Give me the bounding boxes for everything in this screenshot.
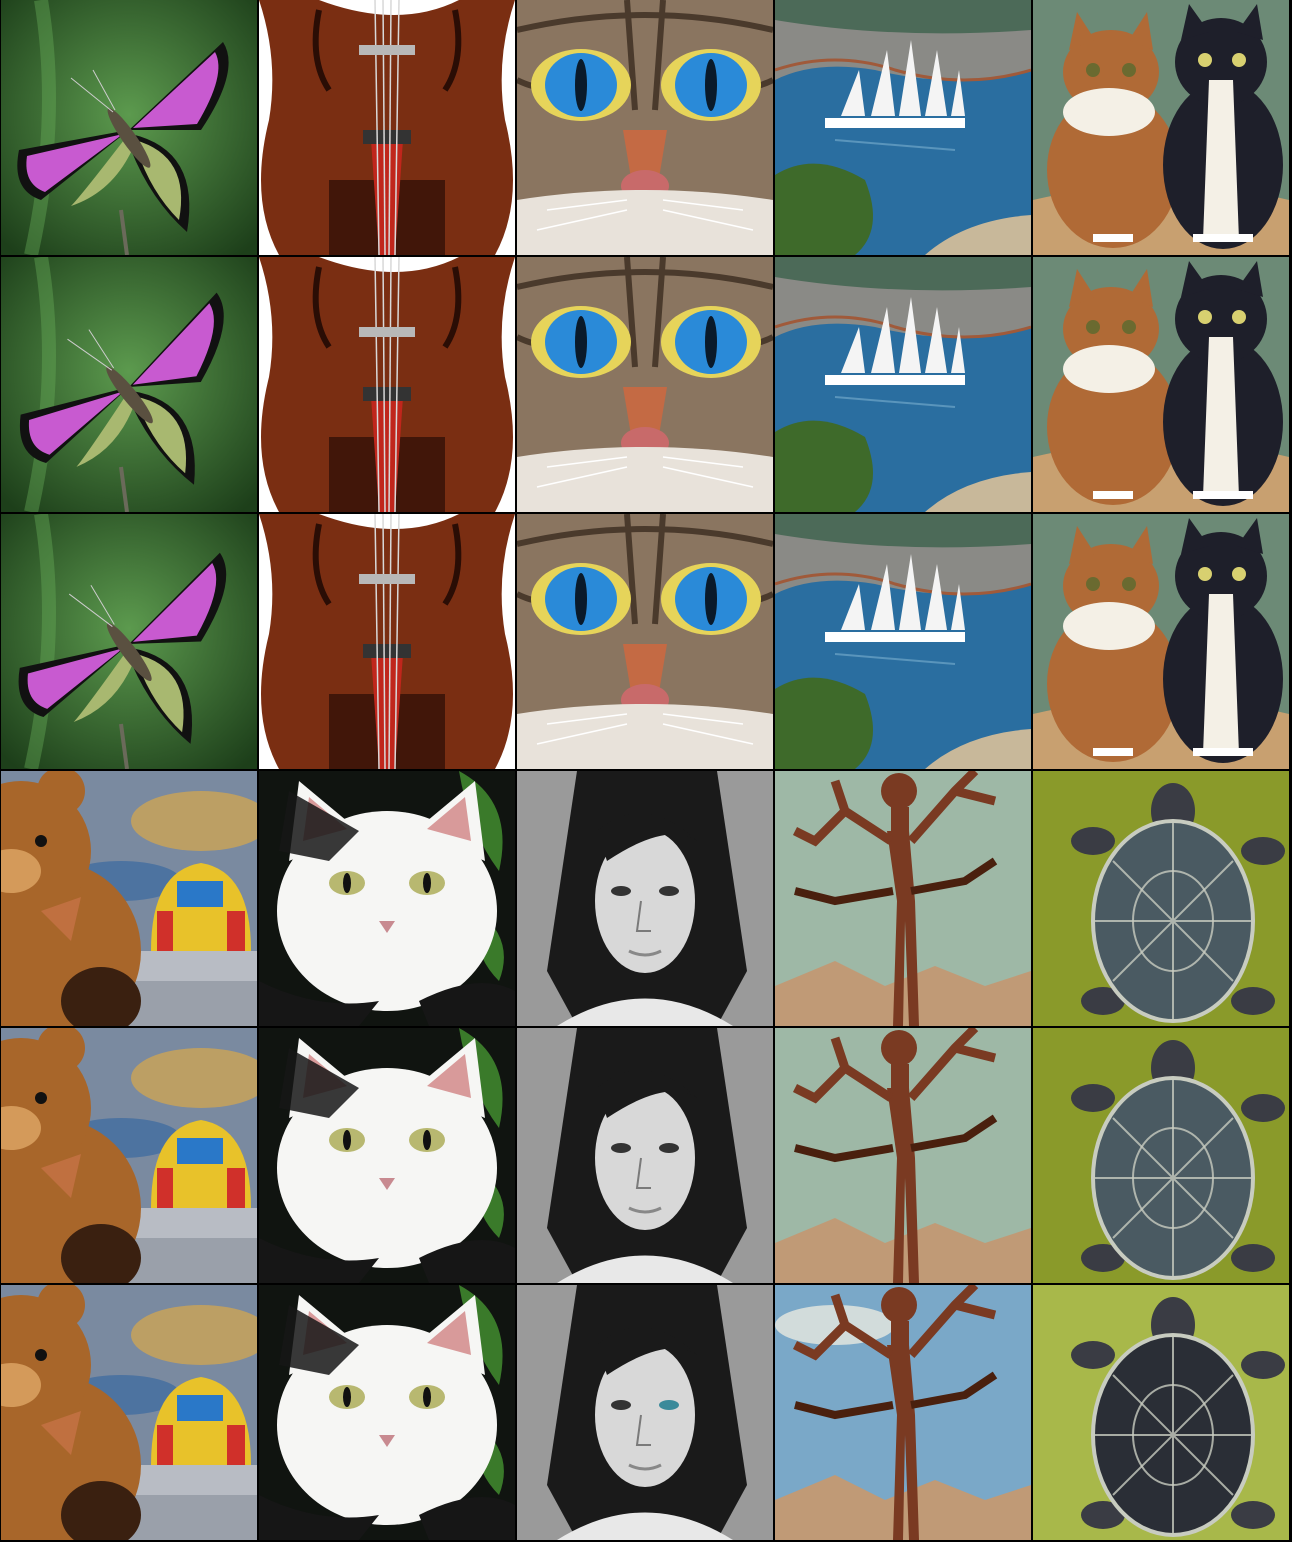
image-tile-portrait xyxy=(517,1285,773,1540)
cat-eyes-image xyxy=(517,514,773,769)
violin-image xyxy=(259,514,515,769)
image-tile-white-cat xyxy=(259,771,515,1026)
cat-eyes-image xyxy=(517,257,773,512)
image-tile-white-cat xyxy=(259,1028,515,1283)
image-tile-teddy xyxy=(1,771,257,1026)
violin-image xyxy=(259,257,515,512)
cat-eyes-image xyxy=(517,0,773,255)
teddy-image xyxy=(1,1285,257,1540)
tree-man-image xyxy=(775,771,1031,1026)
image-tile-teddy xyxy=(1,1028,257,1283)
sailboat-image xyxy=(775,257,1031,512)
image-tile-butterfly xyxy=(1,257,257,512)
portrait-image xyxy=(517,771,773,1026)
image-tile-teddy xyxy=(1,1285,257,1540)
portrait-image xyxy=(517,1028,773,1283)
white-cat-image xyxy=(259,771,515,1026)
image-tile-cat-eyes xyxy=(517,257,773,512)
image-tile-butterfly xyxy=(1,514,257,769)
image-tile-cat-eyes xyxy=(517,0,773,255)
image-tile-tree-man xyxy=(775,771,1031,1026)
teddy-image xyxy=(1,1028,257,1283)
violin-image xyxy=(259,0,515,255)
image-tile-portrait xyxy=(517,1028,773,1283)
image-tile-sailboat xyxy=(775,0,1031,255)
two-cats-image xyxy=(1033,0,1289,255)
image-tile-sailboat xyxy=(775,257,1031,512)
image-tile-two-cats xyxy=(1033,514,1289,769)
butterfly-image xyxy=(1,0,257,255)
white-cat-image xyxy=(259,1285,515,1540)
tree-man-image xyxy=(775,1028,1031,1283)
turtle-image xyxy=(1033,771,1289,1026)
image-tile-white-cat xyxy=(259,1285,515,1540)
butterfly-image xyxy=(1,514,257,769)
image-tile-violin xyxy=(259,0,515,255)
image-tile-violin xyxy=(259,514,515,769)
teddy-image xyxy=(1,771,257,1026)
image-tile-tree-man xyxy=(775,1028,1031,1283)
image-tile-tree-man xyxy=(775,1285,1031,1540)
white-cat-image xyxy=(259,1028,515,1283)
image-tile-two-cats xyxy=(1033,0,1289,255)
turtle-image xyxy=(1033,1028,1289,1283)
image-tile-two-cats xyxy=(1033,257,1289,512)
butterfly-image xyxy=(1,257,257,512)
turtle-image xyxy=(1033,1285,1289,1540)
sailboat-image xyxy=(775,514,1031,769)
image-tile-turtle xyxy=(1033,1285,1289,1540)
image-tile-turtle xyxy=(1033,1028,1289,1283)
two-cats-image xyxy=(1033,514,1289,769)
image-tile-cat-eyes xyxy=(517,514,773,769)
two-cats-image xyxy=(1033,257,1289,512)
image-tile-sailboat xyxy=(775,514,1031,769)
image-tile-butterfly xyxy=(1,0,257,255)
image-tile-portrait xyxy=(517,771,773,1026)
image-tile-turtle xyxy=(1033,771,1289,1026)
image-tile-violin xyxy=(259,257,515,512)
portrait-image xyxy=(517,1285,773,1540)
sailboat-image xyxy=(775,0,1031,255)
tree-man-image xyxy=(775,1285,1031,1540)
